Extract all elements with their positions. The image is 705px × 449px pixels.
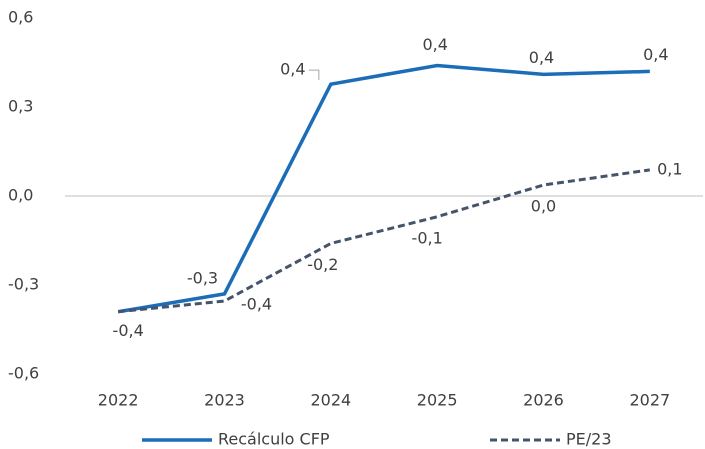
y-tick-label: 0,0 <box>8 186 33 205</box>
y-tick-label: 0,6 <box>8 8 33 27</box>
data-label: 0,0 <box>531 197 556 216</box>
y-tick-label: 0,3 <box>8 97 33 116</box>
data-label: 0,4 <box>422 35 447 54</box>
data-label: -0,1 <box>412 228 443 247</box>
leader-line <box>308 69 320 81</box>
series-line <box>117 63 650 314</box>
legend-label: Recálculo CFP <box>218 430 330 449</box>
x-tick-label: 2025 <box>417 391 458 410</box>
y-tick-label: -0,3 <box>8 275 39 294</box>
data-label: -0,4 <box>241 295 272 314</box>
x-tick-label: 2026 <box>523 391 564 410</box>
y-tick-label: -0,6 <box>8 364 39 383</box>
x-tick-label: 2023 <box>204 391 245 410</box>
data-label: -0,3 <box>187 268 218 287</box>
data-label: 0,4 <box>280 60 305 79</box>
data-label: 0,1 <box>657 159 682 178</box>
series-line <box>118 168 651 314</box>
data-label: -0,4 <box>113 321 144 340</box>
legend-label: PE/23 <box>566 430 612 449</box>
x-tick-label: 2024 <box>310 391 351 410</box>
data-label: -0,2 <box>307 255 338 274</box>
data-label: 0,4 <box>529 48 554 67</box>
data-label: 0,4 <box>643 45 668 64</box>
x-tick-label: 2027 <box>629 391 670 410</box>
x-tick-label: 2022 <box>98 391 139 410</box>
